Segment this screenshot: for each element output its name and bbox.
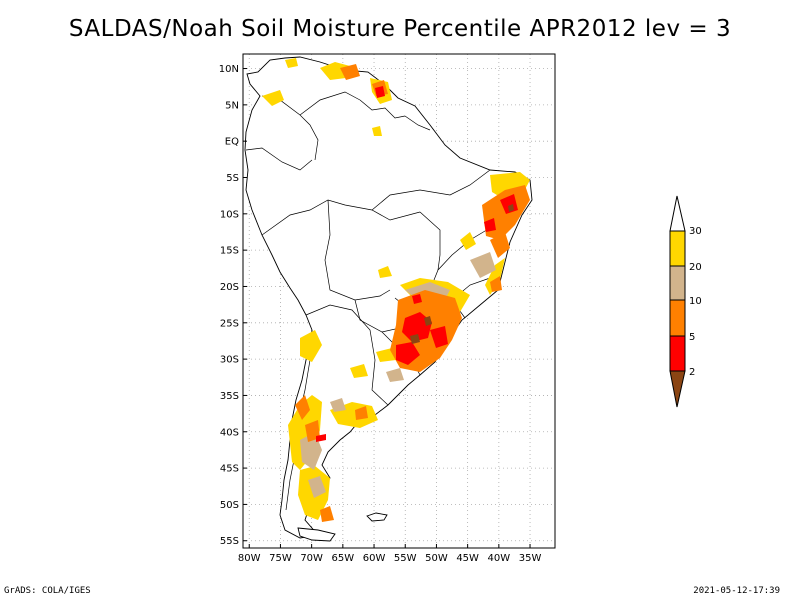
lat-tick-label: EQ xyxy=(225,137,239,148)
lat-tick-label: 35S xyxy=(220,391,239,402)
legend-swatch-above-30 xyxy=(669,195,686,232)
lat-tick-label: 5N xyxy=(225,100,239,111)
colorbar-legend: 30 20 10 5 2 xyxy=(669,195,702,408)
lat-tick-label: 55S xyxy=(220,536,239,547)
footer-timestamp: 2021-05-12-17:39 xyxy=(693,586,780,596)
lat-tick-label: 25S xyxy=(220,318,239,329)
latitude-axis: 10N 5N EQ 5S 10S 15S 20S 25S 30S 35S 40S 45S 50S 55S xyxy=(219,64,247,547)
south-america-outline xyxy=(244,56,533,539)
legend-swatch-5-10 xyxy=(669,299,686,337)
legend-swatch-2-5 xyxy=(669,335,686,372)
map-frame xyxy=(242,53,556,549)
legend-label-30: 30 xyxy=(689,226,702,237)
falkland-islands xyxy=(366,512,388,522)
lon-tick-label: 75W xyxy=(269,553,292,564)
lat-tick-label: 40S xyxy=(220,427,239,438)
continent-layer xyxy=(244,56,533,542)
legend-swatch-20-30 xyxy=(669,230,686,267)
lat-tick-label: 45S xyxy=(220,464,239,475)
longitude-axis: 80W 75W 70W 65W 60W 55W 50W 45W 40W 35W xyxy=(238,544,542,564)
footer-credit: GrADS: COLA/IGES xyxy=(4,586,91,596)
legend-label-5: 5 xyxy=(689,332,695,343)
legend-label-2: 2 xyxy=(689,367,695,378)
lon-tick-label: 55W xyxy=(394,553,417,564)
lon-tick-label: 50W xyxy=(425,553,448,564)
legend-label-20: 20 xyxy=(689,262,702,273)
legend-swatch-below-2 xyxy=(669,370,686,408)
lon-tick-label: 40W xyxy=(488,553,511,564)
lat-tick-label: 15S xyxy=(220,246,239,257)
lat-tick-label: 50S xyxy=(220,500,239,511)
lat-tick-label: 5S xyxy=(226,173,239,184)
lon-tick-label: 45W xyxy=(456,553,479,564)
tierra-del-fuego xyxy=(297,527,336,542)
lat-tick-label: 30S xyxy=(220,355,239,366)
lon-tick-label: 65W xyxy=(332,553,355,564)
lat-tick-label: 20S xyxy=(220,282,239,293)
lat-tick-label: 10S xyxy=(220,209,239,220)
patches-2-5 xyxy=(316,86,518,442)
legend-swatch-10-20 xyxy=(669,265,686,301)
lon-tick-label: 80W xyxy=(238,553,261,564)
lon-tick-label: 35W xyxy=(519,553,542,564)
soil-moisture-patches xyxy=(262,58,530,522)
legend-label-10: 10 xyxy=(689,296,702,307)
map-title: SALDAS/Noah Soil Moisture Percentile APR… xyxy=(68,16,732,42)
patches-below-2 xyxy=(410,204,514,344)
lon-tick-label: 60W xyxy=(363,553,386,564)
lat-tick-label: 10N xyxy=(219,64,239,75)
lon-tick-label: 70W xyxy=(300,553,323,564)
